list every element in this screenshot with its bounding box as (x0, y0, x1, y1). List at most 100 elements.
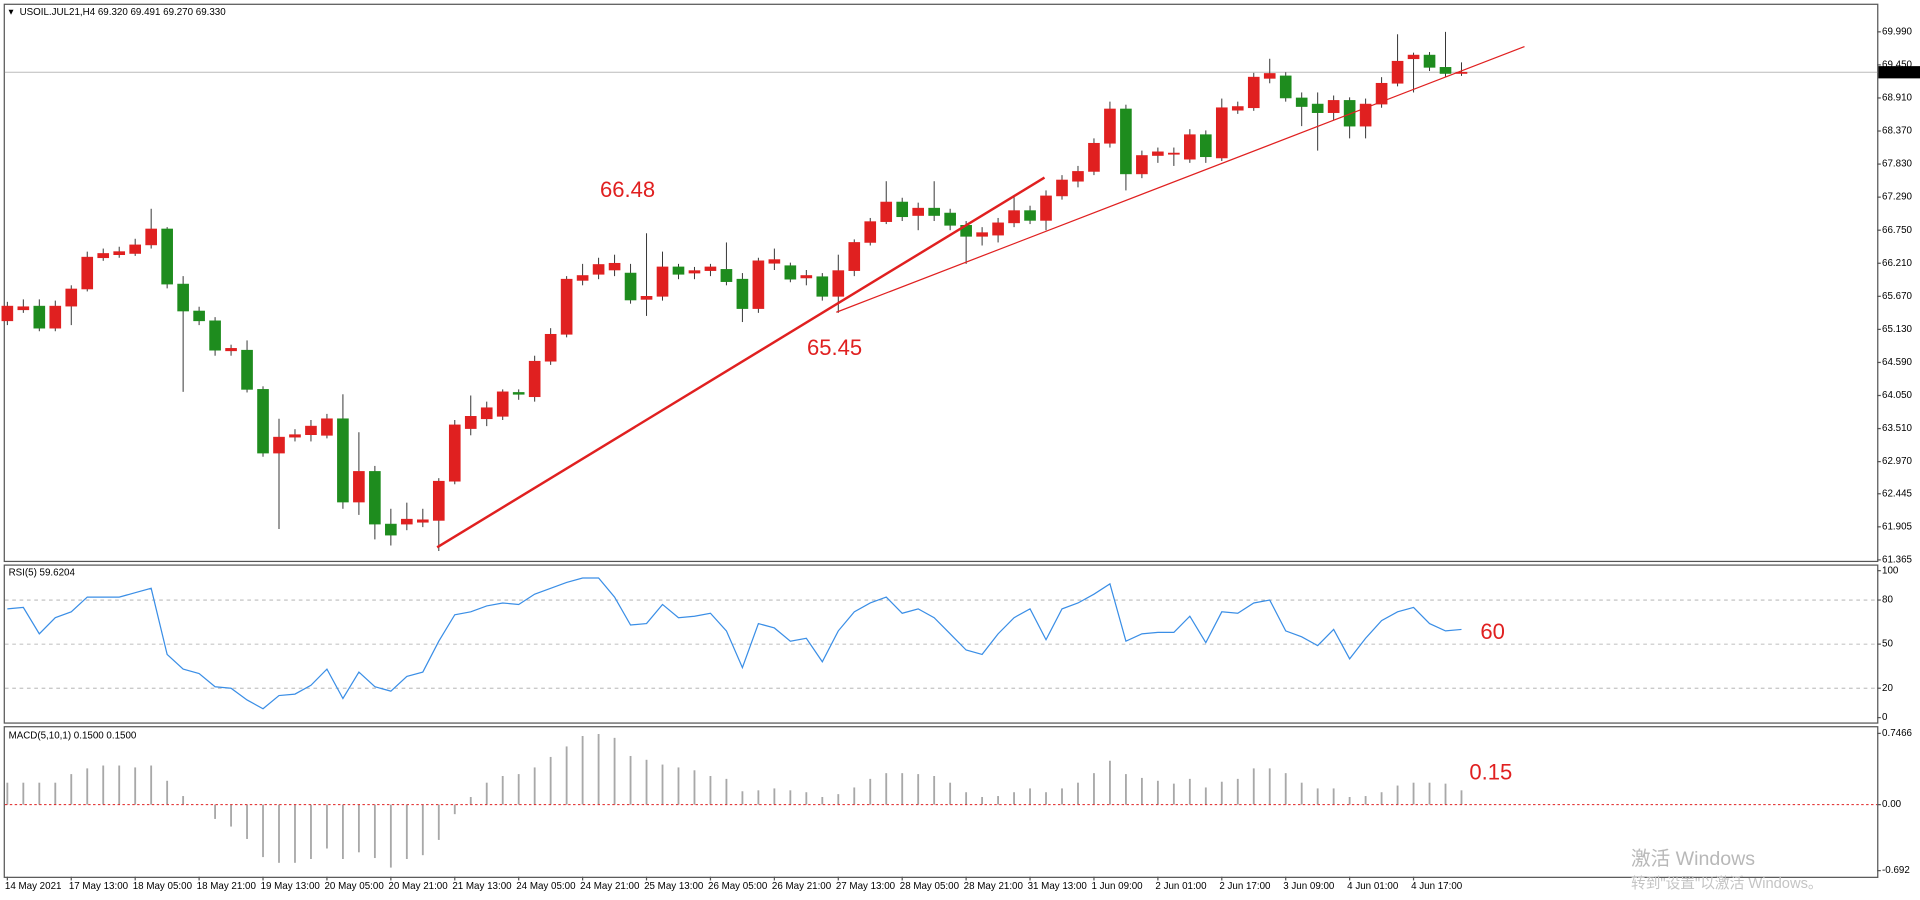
candle-body (1311, 103, 1324, 113)
x-tick-label: 27 May 13:00 (836, 881, 896, 892)
candle-body (273, 436, 285, 454)
candle-body (33, 305, 46, 329)
candle-body (544, 333, 557, 362)
y-tick-label: 63.510 (1882, 423, 1912, 434)
x-tick-label: 4 Jun 17:00 (1411, 881, 1463, 892)
y-tick-label: 0.00 (1882, 799, 1902, 810)
candle-body (896, 201, 909, 218)
annotation: 65.45 (807, 335, 862, 360)
candle-body (1200, 134, 1212, 158)
x-tick-label: 31 May 13:00 (1028, 881, 1088, 892)
candle-body (992, 222, 1004, 236)
candle-body (1056, 179, 1068, 197)
candle-body (928, 207, 940, 216)
y-tick-label: 62.445 (1882, 488, 1912, 499)
x-tick-label: 3 Jun 09:00 (1283, 881, 1335, 892)
y-tick-label: -0.692 (1882, 865, 1910, 876)
candle-body (512, 392, 525, 395)
x-tick-label: 14 May 2021 (5, 881, 62, 892)
candle-body (976, 232, 988, 237)
candle-body (1295, 97, 1308, 107)
candle-body (1184, 134, 1196, 160)
candle-body (305, 425, 317, 435)
x-tick-label: 17 May 13:00 (69, 881, 129, 892)
candle-body (560, 278, 573, 335)
candle-body (752, 260, 765, 309)
y-tick-label: 50 (1882, 639, 1893, 650)
trend-line (436, 176, 1046, 549)
x-tick-label: 21 May 13:00 (452, 881, 512, 892)
candle-body (672, 266, 685, 275)
candle-body (576, 275, 589, 281)
candle-body (880, 201, 893, 222)
annotation: 0.15 (1469, 760, 1512, 785)
x-tick-label: 2 Jun 01:00 (1155, 881, 1207, 892)
candle-body (1088, 142, 1100, 172)
candle-body (1152, 151, 1164, 156)
candle-body (800, 275, 813, 279)
menu-triangle[interactable] (8, 9, 14, 15)
candle-body (97, 253, 110, 259)
candle-body (1231, 106, 1244, 111)
candle-body (688, 270, 701, 274)
y-tick-label: 80 (1882, 595, 1893, 606)
candle-body (161, 228, 173, 285)
candle-body (1120, 108, 1132, 175)
candle-body (1375, 82, 1388, 105)
candle-body (241, 349, 253, 390)
x-tick-label: 20 May 05:00 (324, 881, 384, 892)
candle-body (177, 283, 189, 312)
candle-body (720, 269, 733, 282)
candle-body (768, 259, 781, 264)
candle-body (736, 278, 749, 309)
candle-body (65, 288, 78, 307)
trend-line (836, 45, 1525, 313)
candle-body (1008, 210, 1020, 224)
x-tick-label: 19 May 13:00 (261, 881, 321, 892)
candle-body (624, 272, 637, 301)
candle-body (1247, 76, 1260, 109)
candle-body (592, 264, 605, 275)
watermark: 转到"设置"以激活 Windows。 (1631, 875, 1823, 892)
candle-body (656, 266, 669, 297)
y-tick-label: 64.590 (1882, 357, 1912, 368)
candle-body (1423, 54, 1436, 68)
y-tick-label: 69.990 (1882, 26, 1912, 37)
candle-body (1391, 60, 1404, 84)
y-tick-label: 68.910 (1882, 93, 1912, 104)
y-tick-label: 0 (1882, 712, 1888, 723)
x-tick-label: 18 May 21:00 (197, 881, 257, 892)
y-tick-label: 20 (1882, 683, 1893, 694)
candle-body (81, 256, 94, 290)
candle-body (1343, 100, 1356, 127)
y-tick-label: 61.905 (1882, 521, 1912, 532)
candle-body (209, 320, 221, 351)
candle-body (1215, 107, 1228, 159)
annotation: 60 (1480, 619, 1505, 644)
candle-body (289, 434, 301, 438)
candle-body (1072, 171, 1084, 182)
y-tick-label: 67.830 (1882, 159, 1912, 170)
y-tick-label: 68.370 (1882, 126, 1912, 137)
candle-body (784, 265, 797, 280)
candle-body (145, 228, 157, 246)
y-tick-label: 67.290 (1882, 192, 1912, 203)
x-tick-label: 1 Jun 09:00 (1092, 881, 1144, 892)
candle-body (480, 407, 493, 420)
y-tick-label: 66.750 (1882, 225, 1912, 236)
y-tick-label: 64.050 (1882, 390, 1912, 401)
candle-body (113, 251, 126, 256)
candle-body (385, 523, 397, 536)
x-tick-label: 25 May 13:00 (644, 881, 704, 892)
candle-body (1279, 75, 1292, 99)
y-tick-label: 65.130 (1882, 324, 1912, 335)
candle-body (464, 416, 477, 429)
main-frame (3, 3, 1879, 563)
candle-body (944, 212, 956, 226)
x-tick-label: 28 May 21:00 (964, 881, 1024, 892)
candle-body (608, 262, 621, 271)
candle-body (912, 207, 924, 216)
y-tick-label: 100 (1882, 565, 1899, 576)
